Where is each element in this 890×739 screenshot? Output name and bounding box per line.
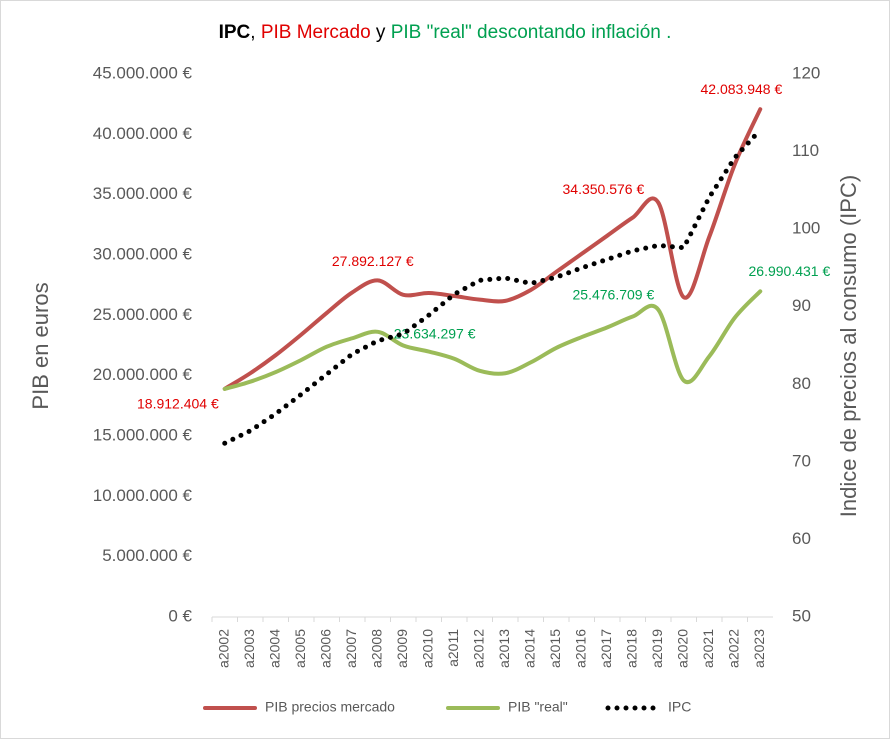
y2-tick-label: 50 [792,606,811,625]
y2-tick-label: 120 [792,63,820,82]
x-tick-label: a2014 [521,629,537,668]
x-tick-label: a2009 [394,629,410,668]
data-label: 18.912.404 € [137,395,219,411]
title-part: , [250,22,261,43]
y2-tick-label: 80 [792,374,811,393]
x-tick-label: a2005 [292,629,308,668]
data-label: 27.892.127 € [332,253,414,269]
data-label: 34.350.576 € [563,181,645,197]
x-tick-label: a2019 [649,629,665,668]
x-tick-label: a2007 [343,629,359,668]
y2-tick-label: 90 [792,296,811,315]
y-tick-label: 45.000.000 € [93,63,193,82]
x-tick-label: a2017 [598,629,614,668]
legend-label: PIB "real" [508,699,568,715]
y-tick-label: 30.000.000 € [93,244,193,263]
x-tick-label: a2022 [725,629,741,668]
y-tick-label: 10.000.000 € [93,486,193,505]
data-label: 42.083.948 € [701,81,783,97]
x-tick-label: a2006 [317,629,333,668]
x-tick-label: a2023 [751,629,767,668]
title-part: PIB Mercado [261,22,371,43]
y2-tick-label: 70 [792,451,811,470]
y2-tick-label: 110 [792,141,819,160]
y-tick-label: 5.000.000 € [102,546,192,565]
y-axis-title: PIB en euros [28,282,53,409]
x-tick-label: a2008 [368,629,384,668]
title-part: y [371,22,391,43]
legend-label: IPC [668,699,691,715]
y-tick-label: 40.000.000 € [93,124,193,143]
y-tick-label: 0 € [168,606,192,625]
y-tick-label: 35.000.000 € [93,184,193,203]
y-tick-label: 25.000.000 € [93,305,193,324]
y-tick-label: 20.000.000 € [93,365,193,384]
x-tick-label: a2011 [445,629,461,667]
x-tick-label: a2020 [674,629,690,668]
x-tick-label: a2003 [241,629,257,668]
title-part: PIB "real" descontando inflación . [391,22,672,43]
chart-title: IPC, PIB Mercado y PIB "real" descontand… [219,22,672,43]
x-tick-label: a2013 [496,629,512,668]
title-part: IPC [219,22,251,43]
series-line [222,107,763,391]
y-tick-label: 15.000.000 € [93,425,193,444]
y2-axis-title: Indice de precios al consumo (IPC) [836,175,861,517]
x-tick-label: a2016 [572,629,588,668]
x-tick-label: a2012 [470,629,486,668]
y2-tick-label: 100 [792,219,820,238]
x-tick-label: a2021 [700,629,716,668]
x-tick-label: a2002 [215,629,231,668]
x-tick-label: a2004 [266,629,282,668]
x-tick-label: a2018 [623,629,639,668]
legend-label: PIB precios mercado [265,699,395,715]
x-tick-label: a2015 [547,629,563,668]
data-label: 25.476.709 € [573,286,655,302]
data-label: 23.634.297 € [394,326,476,342]
x-tick-label: a2010 [419,629,435,668]
y2-tick-label: 60 [792,529,811,548]
series-line [222,127,763,446]
series-line [222,289,763,391]
data-label: 26.990.431 € [749,263,831,279]
